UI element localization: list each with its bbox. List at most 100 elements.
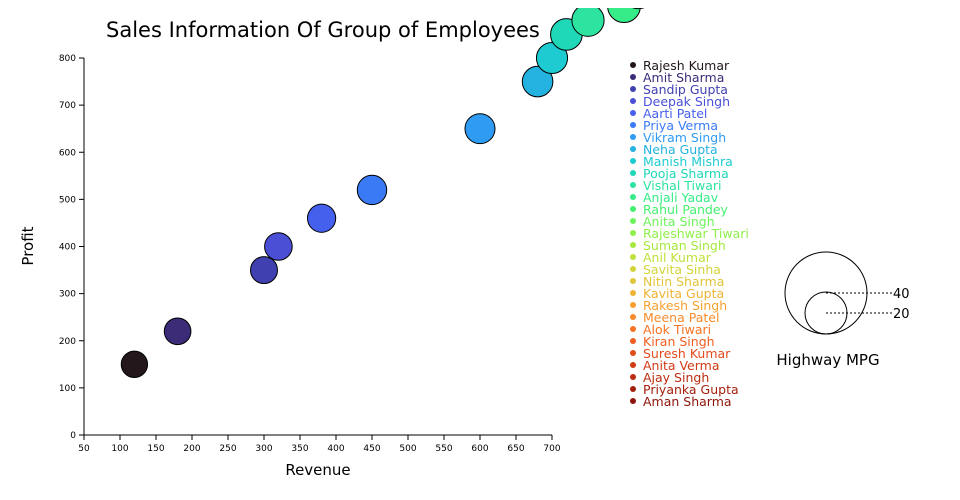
legend-label: Savita Sinha <box>643 262 721 277</box>
legend-marker <box>630 290 636 296</box>
x-tick-label: 150 <box>147 444 164 454</box>
data-point <box>264 232 293 261</box>
legend-marker <box>630 302 636 308</box>
data-point <box>163 317 192 346</box>
legend-label: Rajesh Kumar <box>643 58 730 73</box>
y-tick-label: 300 <box>59 290 76 300</box>
legend-marker <box>630 350 636 356</box>
legend-label: Neha Gupta <box>643 142 718 157</box>
legend-marker <box>630 362 636 368</box>
legend-label: Manish Mishra <box>643 154 733 169</box>
axes: 50 100 150 200 250 300 350 400 450 500 550 600 650 70… <box>59 54 561 454</box>
x-tick-label: 350 <box>291 444 308 454</box>
x-tick-label: 400 <box>327 444 344 454</box>
x-tick-label: 250 <box>219 444 236 454</box>
x-axis-title: Revenue <box>285 461 350 479</box>
legend-label: Anil Kumar <box>643 250 712 265</box>
legend-label: Priyanka Gupta <box>643 382 739 397</box>
y-tick-label: 0 <box>70 431 76 441</box>
y-tick-label: 500 <box>59 195 76 205</box>
data-point <box>571 8 605 37</box>
data-points <box>120 8 645 378</box>
data-point <box>306 203 337 233</box>
x-tick-label: 300 <box>255 444 272 454</box>
legend-marker <box>630 146 636 152</box>
x-tick-label: 450 <box>363 444 380 454</box>
legend-marker <box>630 134 636 140</box>
data-point <box>521 65 554 98</box>
legend-marker <box>630 110 636 116</box>
y-axis-title: Profit <box>19 226 37 265</box>
legend-marker <box>630 194 636 200</box>
legend-marker <box>630 230 636 236</box>
y-tick-label: 800 <box>59 54 76 64</box>
legend-label: Meena Patel <box>643 310 719 325</box>
x-tick-label: 550 <box>435 444 452 454</box>
legend-marker <box>630 242 636 248</box>
chart-title: Sales Information Of Group of Employees <box>106 18 540 42</box>
legend-marker <box>630 266 636 272</box>
x-tick-label: 650 <box>507 444 524 454</box>
legend-marker <box>630 74 636 80</box>
legend-marker <box>630 62 636 68</box>
legend-label: Amit Sharma <box>643 70 724 85</box>
y-tick-label: 600 <box>59 148 76 158</box>
x-tick-label: 700 <box>543 444 560 454</box>
legend-marker <box>630 338 636 344</box>
legend-marker <box>630 206 636 212</box>
legend-label: Aarti Patel <box>643 106 707 121</box>
legend-label: Priya Verma <box>643 118 718 133</box>
data-point <box>464 113 496 145</box>
legend-label: Kavita Gupta <box>643 286 724 301</box>
legend-label: Suman Singh <box>643 238 726 253</box>
x-tick-label: 600 <box>471 444 488 454</box>
x-tick-label: 100 <box>111 444 128 454</box>
legend-label: Pooja Sharma <box>643 166 729 181</box>
legend-label: Vishal Tiwari <box>643 178 722 193</box>
y-tick-label: 100 <box>59 384 76 394</box>
y-tick-label: 700 <box>59 101 76 111</box>
legend-marker <box>630 278 636 284</box>
legend-label: Anita Singh <box>643 214 715 229</box>
data-point <box>632 8 645 10</box>
legend-label: Ajay Singh <box>643 370 709 385</box>
legend-marker <box>630 386 636 392</box>
y-tick-label: 200 <box>59 337 76 347</box>
legend-marker <box>630 326 636 332</box>
legend-marker <box>630 398 636 404</box>
legend-marker <box>630 218 636 224</box>
y-tick-label: 400 <box>59 243 76 253</box>
legend-label: Vikram Singh <box>643 130 726 145</box>
legend-marker <box>630 98 636 104</box>
legend-label: Anita Verma <box>643 358 720 373</box>
legend-marker <box>630 254 636 260</box>
data-point <box>250 256 278 285</box>
legend-label: Rakesh Singh <box>643 298 727 313</box>
data-point <box>607 8 641 24</box>
legend-marker <box>630 158 636 164</box>
legend-label: Kiran Singh <box>643 334 715 349</box>
data-point <box>356 174 388 206</box>
size-legend-title: Highway MPG <box>776 351 879 369</box>
legend-label: Nitin Sharma <box>643 274 724 289</box>
legend-label: Alok Tiwari <box>643 322 711 337</box>
x-tick-label: 200 <box>183 444 200 454</box>
legend-marker <box>630 314 636 320</box>
legend-label: Deepak Singh <box>643 94 730 109</box>
legend-label: Aman Sharma <box>643 394 732 409</box>
legend-label: Sandip Gupta <box>643 82 728 97</box>
size-legend: 40 20 Highway MPG <box>776 251 910 369</box>
legend-marker <box>630 374 636 380</box>
legend-marker <box>630 170 636 176</box>
x-tick-label: 500 <box>399 444 416 454</box>
legend-label: Rajeshwar Tiwari <box>643 226 749 241</box>
legend-label: Suresh Kumar <box>643 346 731 361</box>
data-point <box>120 350 149 378</box>
legend-marker <box>630 182 636 188</box>
legend-label: Rahul Pandey <box>643 202 729 217</box>
size-legend-label: 40 <box>893 287 910 302</box>
legend-marker <box>630 122 636 128</box>
x-tick-label: 50 <box>78 444 90 454</box>
